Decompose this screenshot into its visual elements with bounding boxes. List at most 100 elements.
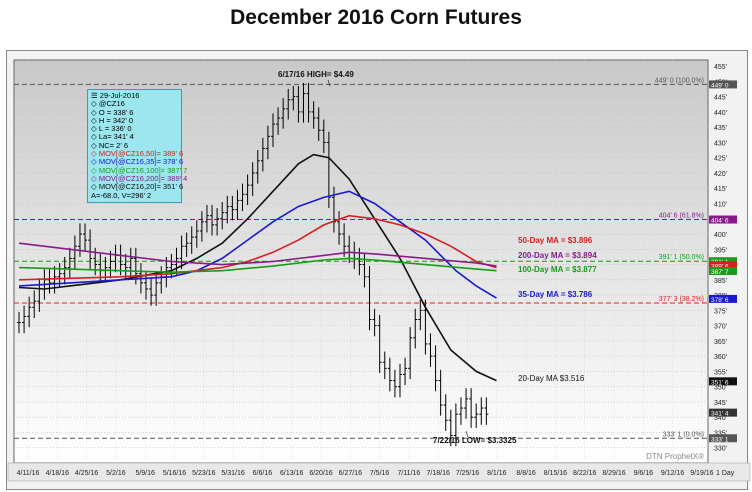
- x-tick-label: 6/6/16: [253, 470, 273, 477]
- x-tick-label: 4/11/16: [17, 470, 40, 477]
- info-ma-line: ◇ MOV[@CZ16,200]= 389' 4: [91, 173, 188, 183]
- axis-marker: [709, 261, 737, 270]
- info-ma-line: ◇ MOV[@CZ16,35]= 378' 6: [91, 157, 184, 167]
- axis-marker: [709, 434, 737, 443]
- low-pointer: [465, 430, 469, 438]
- annotation: 100-Day MA = $3.877: [518, 265, 597, 274]
- x-tick-label: 5/9/16: [135, 470, 155, 477]
- axis-marker: [709, 377, 737, 386]
- info-line: ◇ @CZ16: [91, 99, 125, 109]
- timeframe-label: 1 Day: [716, 470, 735, 477]
- y-tick-label: 375': [714, 308, 727, 315]
- info-ma-line: ◇ MOV[@CZ16,20]= 351' 6: [91, 182, 184, 192]
- axis-marker: [709, 215, 737, 224]
- x-tick-label: 9/12/16: [661, 470, 684, 477]
- axis-marker-label: 333' 1: [711, 436, 729, 443]
- annotation: 20-Day MA $3.516: [518, 374, 585, 383]
- fib-label: 391' 1 (50.0%): [659, 254, 704, 261]
- x-tick-label: 8/22/16: [573, 470, 596, 477]
- x-tick-label: 6/27/16: [339, 470, 362, 477]
- annotation: 7/22/16 LOW= $3.3325: [433, 436, 517, 445]
- info-line: ◇ L = 336' 0: [91, 124, 132, 134]
- y-tick-label: 365': [714, 339, 727, 346]
- axis-marker-label: 378' 6: [711, 297, 729, 304]
- fib-label: 449' 0 (100.0%): [655, 77, 704, 84]
- info-ma-line: ◇ MOV[@CZ16,100]= 387' 7: [91, 165, 188, 175]
- x-tick-label: 8/8/16: [516, 470, 536, 477]
- x-tick-label: 5/16/16: [163, 470, 186, 477]
- high-pointer: [327, 79, 331, 87]
- info-line: ◇ H = 342' 0: [91, 115, 134, 125]
- y-tick-label: 440': [714, 110, 727, 117]
- x-tick-label: 5/2/16: [106, 470, 126, 477]
- annotation: 50-Day MA = $3.896: [518, 236, 593, 245]
- x-tick-label: 7/18/16: [427, 470, 450, 477]
- info-line: ◇ O = 338' 6: [91, 107, 134, 117]
- info-footer: A=-68.0, V=296' 2: [91, 190, 152, 200]
- y-tick-label: 340': [714, 415, 727, 422]
- x-tick-label: 8/29/16: [602, 470, 625, 477]
- axis-marker-label: 389' 6: [711, 263, 729, 270]
- axis-marker: [709, 294, 737, 303]
- axis-marker-label: 449' 0: [711, 82, 729, 89]
- axis-marker-label: 351' 6: [711, 379, 729, 386]
- y-tick-label: 400': [714, 232, 727, 239]
- axis-marker-label: 387' 7: [711, 269, 729, 276]
- axis-marker: [709, 408, 737, 417]
- y-tick-label: 425': [714, 156, 727, 163]
- y-tick-label: 350': [714, 385, 727, 392]
- ma-line-0: [18, 153, 497, 382]
- ma-line-1: [18, 190, 497, 299]
- y-tick-label: 455': [714, 64, 727, 71]
- ma-line-3: [18, 242, 497, 267]
- y-tick-label: 445': [714, 95, 727, 102]
- x-axis-band: [7, 462, 751, 482]
- y-tick-label: 415': [714, 186, 727, 193]
- ma-line-2: [18, 214, 497, 281]
- y-tick-label: 385': [714, 278, 727, 285]
- y-tick-label: 435': [714, 125, 727, 132]
- annotation: 200-Day MA = $3.894: [518, 251, 597, 260]
- axis-marker: [709, 257, 737, 266]
- x-tick-label: 8/1/16: [487, 470, 507, 477]
- x-tick-label: 6/13/16: [280, 470, 303, 477]
- info-box: ☰ 29-Jul-2016 ◇ @CZ16 ◇ O = 338' 6 ◇ H = 34…: [87, 89, 188, 203]
- x-tick-label: 4/18/16: [46, 470, 69, 477]
- axis-marker: [709, 80, 737, 89]
- x-tick-label: 8/15/16: [544, 470, 567, 477]
- x-tick-label: 7/25/16: [456, 470, 479, 477]
- x-tick-label: 9/19/16: [690, 470, 713, 477]
- chart-title: December 2016 Corn Futures: [230, 6, 522, 29]
- x-tick-label: 6/20/16: [309, 470, 332, 477]
- y-tick-label: 395': [714, 247, 727, 254]
- x-tick-label: 7/5/16: [370, 470, 390, 477]
- x-tick-label: 4/25/16: [75, 470, 98, 477]
- y-tick-label: 335': [714, 430, 727, 437]
- watermark: DTN ProphetX®: [646, 452, 704, 461]
- annotation: 6/17/16 HIGH= $4.49: [278, 70, 354, 79]
- info-line: ◇ NC= 2' 6: [91, 140, 129, 150]
- x-tick-label: 9/6/16: [634, 470, 654, 477]
- info-ma-line: ◇ MOV[@CZ16,50]= 389' 6: [91, 149, 184, 159]
- info-line: ◇ La= 341' 4: [91, 132, 134, 142]
- x-tick-label: 5/23/16: [192, 470, 215, 477]
- y-tick-label: 420': [714, 171, 727, 178]
- fib-label: 404' 6 (61.8%): [659, 213, 704, 220]
- y-tick-label: 430': [714, 140, 727, 147]
- x-tick-label: 7/11/16: [397, 470, 420, 477]
- axis-marker-label: 341' 4: [711, 411, 729, 418]
- axis-marker: [709, 266, 737, 275]
- info-line: ☰ 29-Jul-2016: [91, 91, 140, 100]
- fib-label: 333' 1 (0.0%): [663, 431, 704, 438]
- y-tick-label: 355': [714, 369, 727, 376]
- x-tick-label: 5/31/16: [221, 470, 244, 477]
- axis-marker-label: 404' 6: [711, 218, 729, 225]
- annotation: 35-Day MA = $3.786: [518, 290, 593, 299]
- y-tick-label: 345': [714, 400, 727, 407]
- y-tick-label: 330': [714, 446, 727, 453]
- ma-line-4: [18, 257, 497, 274]
- y-tick-label: 370': [714, 324, 727, 331]
- y-tick-label: 360': [714, 354, 727, 361]
- y-tick-label: 410': [714, 201, 727, 208]
